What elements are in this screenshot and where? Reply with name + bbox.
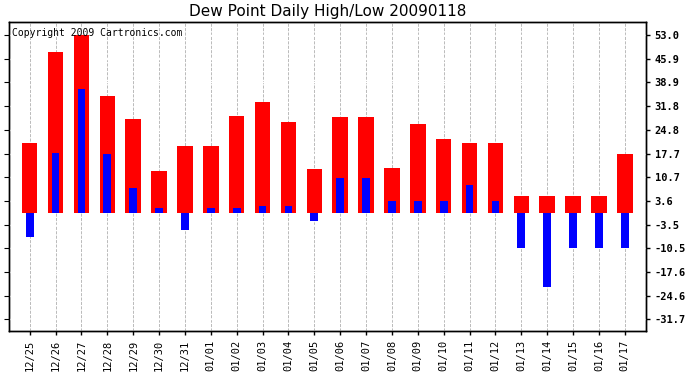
Bar <box>410 124 426 213</box>
Bar <box>388 201 396 213</box>
Bar <box>151 171 167 213</box>
Bar <box>77 89 86 213</box>
Bar <box>207 208 215 213</box>
Bar <box>48 52 63 213</box>
Bar <box>543 213 551 287</box>
Bar <box>440 201 448 213</box>
Bar <box>436 139 451 213</box>
Bar <box>281 122 296 213</box>
Bar <box>621 213 629 248</box>
Bar <box>518 213 525 248</box>
Bar <box>259 206 266 213</box>
Text: Copyright 2009 Cartronics.com: Copyright 2009 Cartronics.com <box>12 28 183 38</box>
Bar <box>488 142 503 213</box>
Bar <box>569 213 577 248</box>
Bar <box>595 213 603 248</box>
Bar <box>358 117 374 213</box>
Bar <box>333 117 348 213</box>
Title: Dew Point Daily High/Low 20090118: Dew Point Daily High/Low 20090118 <box>188 4 466 19</box>
Bar <box>129 188 137 213</box>
Bar <box>74 35 89 213</box>
Bar <box>203 146 219 213</box>
Bar <box>233 208 241 213</box>
Bar <box>177 146 193 213</box>
Bar <box>591 196 607 213</box>
Bar <box>617 154 633 213</box>
Bar <box>336 178 344 213</box>
Bar <box>513 196 529 213</box>
Bar <box>255 102 270 213</box>
Bar <box>540 196 555 213</box>
Bar <box>181 213 189 230</box>
Bar <box>22 142 37 213</box>
Bar <box>362 178 370 213</box>
Bar <box>565 196 581 213</box>
Bar <box>126 119 141 213</box>
Bar <box>310 213 318 222</box>
Bar <box>155 208 163 213</box>
Bar <box>284 206 293 213</box>
Bar <box>229 116 244 213</box>
Bar <box>99 96 115 213</box>
Bar <box>491 201 500 213</box>
Bar <box>462 142 477 213</box>
Bar <box>414 201 422 213</box>
Bar <box>26 213 34 237</box>
Bar <box>104 154 111 213</box>
Bar <box>52 153 59 213</box>
Bar <box>306 170 322 213</box>
Bar <box>384 168 400 213</box>
Bar <box>466 184 473 213</box>
